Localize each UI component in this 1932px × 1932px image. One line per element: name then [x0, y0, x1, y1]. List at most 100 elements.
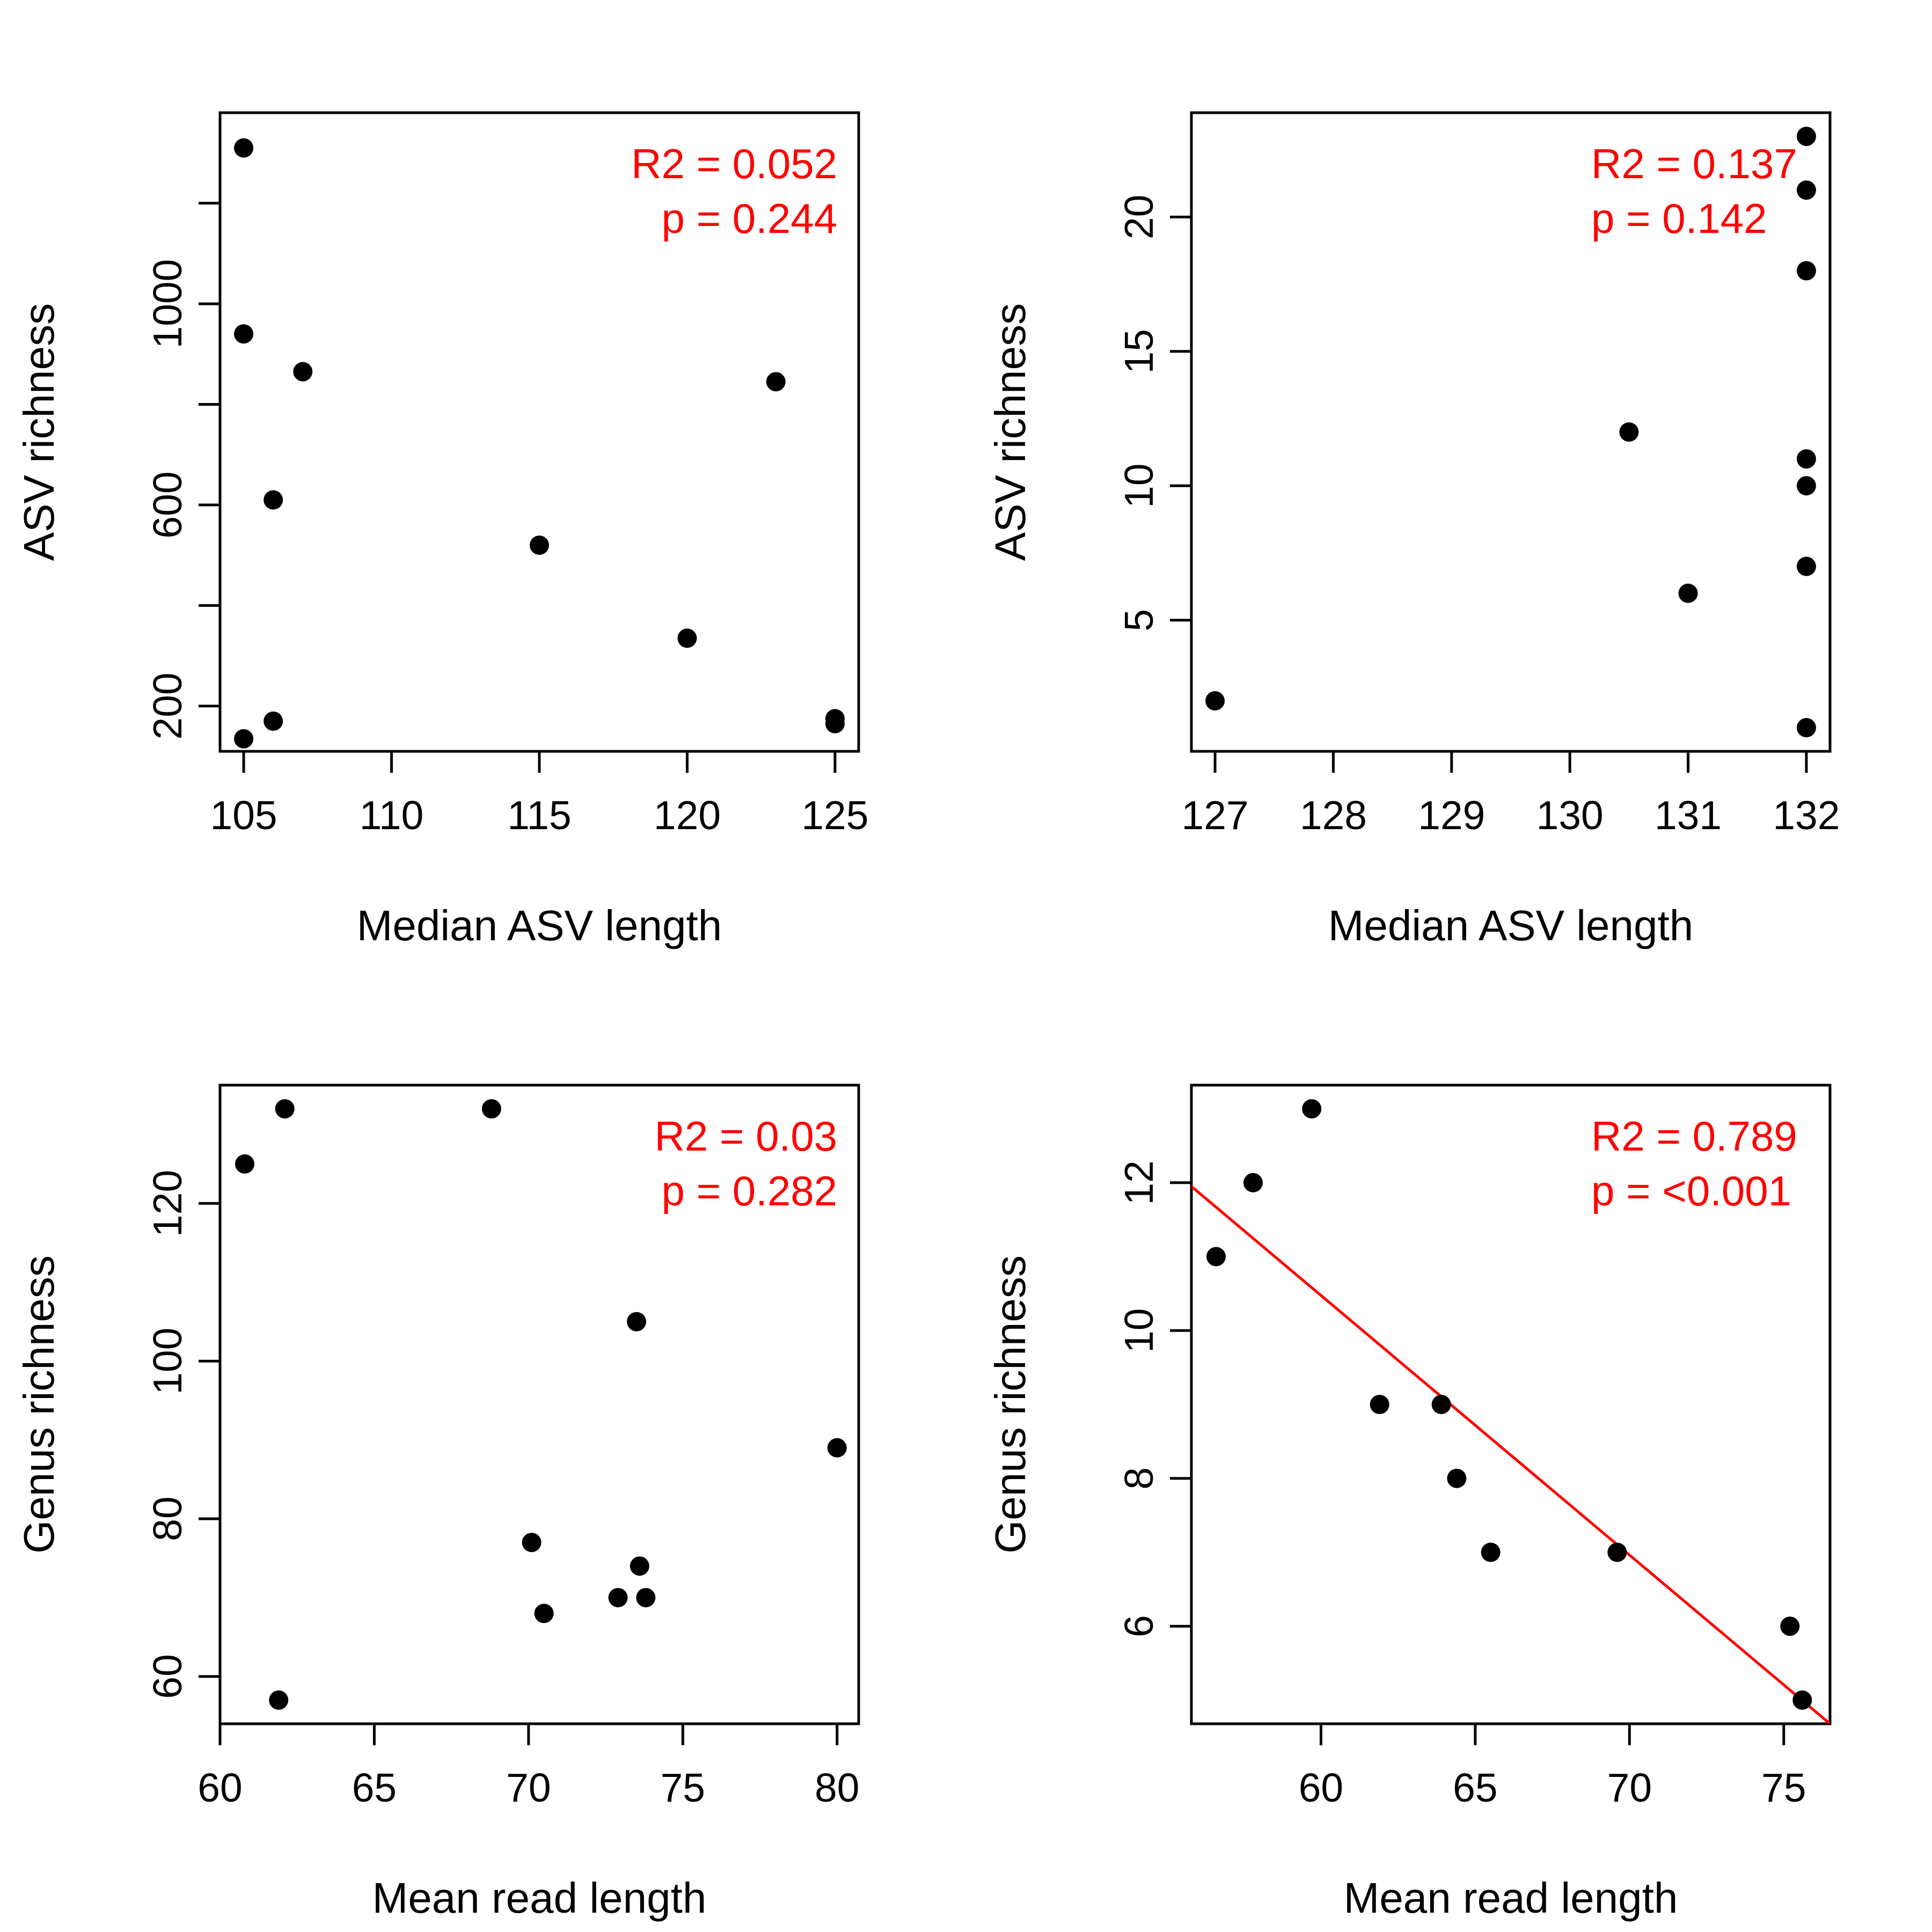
data-point	[1796, 718, 1816, 737]
y-tick-label: 10	[1116, 463, 1161, 508]
x-tick-label: 80	[815, 1765, 859, 1810]
x-tick-label: 60	[197, 1765, 242, 1810]
data-point	[481, 1099, 501, 1119]
y-axis-title: Genus richness	[15, 1255, 63, 1554]
p-value-annotation: p = 0.282	[662, 1167, 837, 1214]
x-tick-label: 70	[1607, 1765, 1652, 1810]
data-point	[264, 711, 283, 731]
data-point	[1243, 1173, 1263, 1192]
y-tick-label: 10	[1116, 1308, 1161, 1353]
x-tick-label: 105	[210, 793, 277, 838]
r2-annotation: R2 = 0.137	[1591, 140, 1797, 187]
y-tick-label: 5	[1116, 609, 1161, 632]
y-tick-label: 8	[1116, 1467, 1161, 1490]
y-axis-title: Genus richness	[986, 1255, 1034, 1554]
data-point	[1796, 127, 1816, 147]
data-point	[234, 729, 254, 749]
scatter-panel-3: 60 65 70 75 80 60 80 100 120 Mean read length Genu…	[15, 1084, 860, 1922]
y-tick-label: 120	[145, 1170, 190, 1237]
y-tick-label: 60	[145, 1654, 190, 1699]
data-point	[677, 628, 697, 648]
data-point	[630, 1556, 649, 1576]
x-tick-label: 60	[1299, 1765, 1343, 1810]
data-point	[636, 1587, 656, 1607]
data-point	[234, 324, 254, 344]
data-point	[1796, 261, 1816, 281]
data-point	[627, 1312, 647, 1331]
data-point	[1206, 1247, 1226, 1267]
data-point	[1205, 691, 1225, 711]
data-point	[235, 1154, 254, 1174]
data-point	[1796, 476, 1816, 496]
plot-frame	[1190, 111, 1832, 753]
y-tick-label: 100	[145, 1328, 190, 1395]
data-point	[608, 1587, 628, 1607]
x-tick-label: 110	[360, 793, 424, 838]
data-point	[1447, 1468, 1467, 1488]
r2-annotation: R2 = 0.789	[1591, 1113, 1797, 1160]
data-point	[1792, 1690, 1812, 1710]
data-point	[1431, 1395, 1451, 1414]
plot-frame	[1190, 1084, 1832, 1725]
r2-annotation: R2 = 0.052	[631, 140, 837, 187]
x-axis-title: Median ASV length	[1328, 902, 1693, 949]
data-point	[530, 535, 549, 555]
data-point	[1796, 180, 1816, 200]
data-point	[522, 1533, 541, 1553]
x-axis-title: Mean read length	[1344, 1874, 1678, 1922]
data-point	[766, 372, 786, 392]
p-value-annotation: p = <0.001	[1591, 1167, 1791, 1214]
x-tick-label: 129	[1418, 793, 1485, 838]
regression-line	[1191, 1185, 1830, 1724]
data-point	[1619, 422, 1639, 442]
data-point	[827, 1438, 847, 1458]
p-value-annotation: p = 0.142	[1591, 195, 1767, 242]
data-point	[1678, 583, 1698, 603]
y-axis-title: ASV richness	[15, 303, 63, 561]
data-point	[293, 362, 313, 382]
x-tick-label: 131	[1655, 793, 1722, 838]
y-tick-label: 15	[1116, 329, 1161, 374]
x-tick-label: 127	[1182, 793, 1249, 838]
x-tick-label: 65	[352, 1765, 397, 1810]
x-tick-label: 75	[1761, 1765, 1806, 1810]
data-point	[1780, 1616, 1800, 1636]
data-point	[275, 1099, 295, 1119]
data-point	[1796, 557, 1816, 576]
data-point	[1481, 1542, 1501, 1562]
scatter-panel-2: 127 128 129 130 131 132 5 10 15 20 Median ASV leng…	[986, 111, 1840, 949]
x-tick-label: 128	[1300, 793, 1367, 838]
y-tick-label: 1000	[145, 259, 190, 349]
x-tick-label: 120	[654, 793, 721, 838]
p-value-annotation: p = 0.244	[662, 195, 837, 242]
scatter-panel-1: 105 110 115 120 125 200 600 1000 Median ASV leng…	[15, 111, 868, 949]
y-tick-label: 12	[1116, 1160, 1161, 1205]
y-tick-label: 20	[1116, 195, 1161, 239]
x-tick-label: 75	[661, 1765, 705, 1810]
y-tick-label: 600	[145, 471, 190, 538]
data-point	[534, 1604, 554, 1623]
data-point	[1607, 1542, 1627, 1562]
x-tick-label: 130	[1536, 793, 1604, 838]
y-axis-title: ASV richness	[986, 303, 1034, 561]
data-point	[1796, 449, 1816, 469]
x-tick-label: 125	[801, 793, 868, 838]
r2-annotation: R2 = 0.03	[655, 1113, 837, 1160]
x-axis-title: Median ASV length	[357, 902, 722, 949]
x-tick-label: 132	[1773, 793, 1840, 838]
data-point	[234, 138, 254, 158]
x-tick-label: 70	[506, 1765, 551, 1810]
x-axis-title: Mean read length	[372, 1874, 707, 1922]
x-tick-label: 65	[1453, 1765, 1497, 1810]
data-point	[1370, 1395, 1389, 1414]
data-point	[269, 1690, 289, 1710]
data-point	[264, 490, 283, 510]
y-tick-label: 6	[1116, 1615, 1161, 1637]
data-point	[1302, 1099, 1322, 1119]
data-point	[825, 714, 845, 734]
y-tick-label: 200	[145, 672, 190, 740]
plot-frame	[218, 1084, 860, 1725]
x-tick-label: 115	[507, 793, 572, 838]
